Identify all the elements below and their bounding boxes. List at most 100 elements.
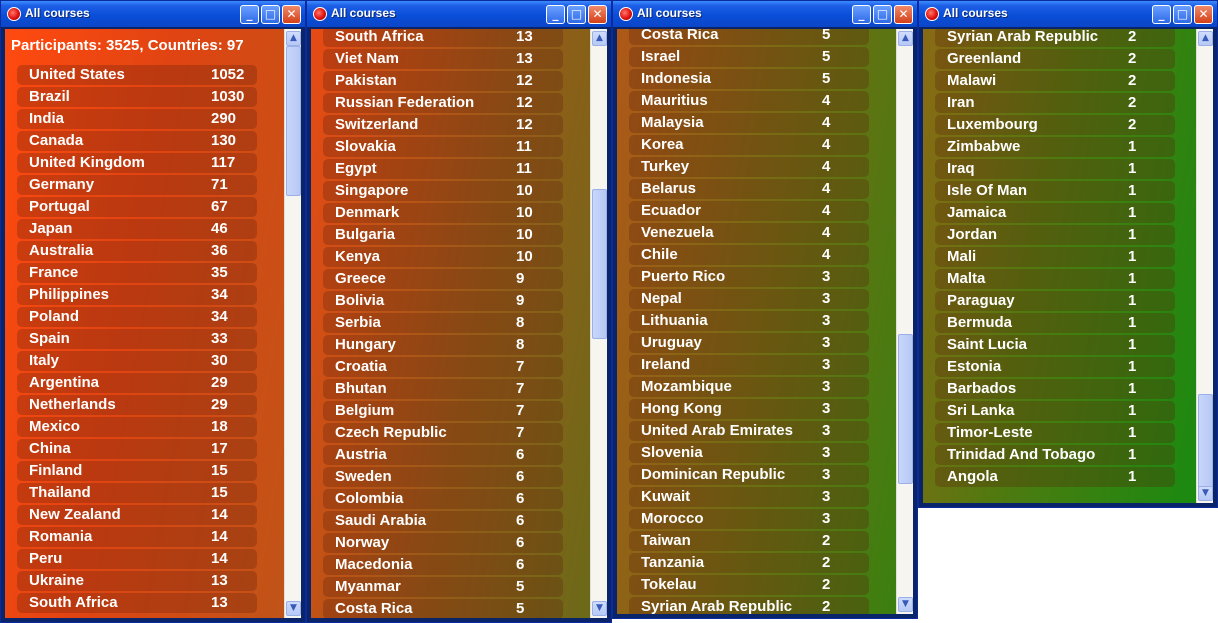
- scroll-up-arrow[interactable]: ▲: [286, 31, 301, 46]
- country-row[interactable]: Belgium 7: [323, 401, 563, 421]
- country-row[interactable]: Sweden 6: [323, 467, 563, 487]
- title-bar[interactable]: All courses _ □ ✕: [1, 1, 305, 27]
- country-row[interactable]: Iraq 1: [935, 159, 1175, 179]
- country-row[interactable]: Switzerland 12: [323, 115, 563, 135]
- country-row[interactable]: Thailand 15: [17, 483, 257, 503]
- country-row[interactable]: Argentina 29: [17, 373, 257, 393]
- country-row[interactable]: Mauritius 4: [629, 91, 869, 111]
- minimize-button[interactable]: _: [852, 5, 871, 24]
- country-row[interactable]: South Africa 13: [323, 29, 563, 47]
- country-row[interactable]: Costa Rica 5: [323, 599, 563, 618]
- country-row[interactable]: Luxembourg 2: [935, 115, 1175, 135]
- scroll-up-arrow[interactable]: ▲: [592, 31, 607, 46]
- country-row[interactable]: Jordan 1: [935, 225, 1175, 245]
- country-row[interactable]: Romania 14: [17, 527, 257, 547]
- country-row[interactable]: Isle Of Man 1: [935, 181, 1175, 201]
- scroll-down-arrow[interactable]: ▼: [286, 601, 301, 616]
- country-row[interactable]: Myanmar 5: [323, 577, 563, 597]
- country-row[interactable]: Mexico 18: [17, 417, 257, 437]
- country-row[interactable]: Tanzania 2: [629, 553, 869, 573]
- country-row[interactable]: Costa Rica 5: [629, 29, 869, 45]
- country-row[interactable]: Mozambique 3: [629, 377, 869, 397]
- country-row[interactable]: Korea 4: [629, 135, 869, 155]
- country-row[interactable]: Malawi 2: [935, 71, 1175, 91]
- country-row[interactable]: Kuwait 3: [629, 487, 869, 507]
- country-row[interactable]: India 290: [17, 109, 257, 129]
- scroll-thumb[interactable]: [1198, 394, 1213, 489]
- country-row[interactable]: Zimbabwe 1: [935, 137, 1175, 157]
- maximize-button[interactable]: □: [261, 5, 280, 24]
- country-row[interactable]: Viet Nam 13: [323, 49, 563, 69]
- maximize-button[interactable]: □: [873, 5, 892, 24]
- country-row[interactable]: United Arab Emirates 3: [629, 421, 869, 441]
- scrollbar[interactable]: ▲ ▼: [284, 29, 301, 618]
- minimize-button[interactable]: _: [240, 5, 259, 24]
- country-row[interactable]: Spain 33: [17, 329, 257, 349]
- country-row[interactable]: Indonesia 5: [629, 69, 869, 89]
- scroll-up-arrow[interactable]: ▲: [898, 31, 913, 46]
- country-row[interactable]: Syrian Arab Republic 2: [629, 597, 869, 614]
- country-row[interactable]: Venezuela 4: [629, 223, 869, 243]
- country-row[interactable]: Uruguay 3: [629, 333, 869, 353]
- country-row[interactable]: Barbados 1: [935, 379, 1175, 399]
- scroll-thumb[interactable]: [286, 46, 301, 196]
- country-row[interactable]: Bermuda 1: [935, 313, 1175, 333]
- country-row[interactable]: Bulgaria 10: [323, 225, 563, 245]
- country-row[interactable]: France 35: [17, 263, 257, 283]
- country-row[interactable]: Timor-Leste 1: [935, 423, 1175, 443]
- country-row[interactable]: Hong Kong 3: [629, 399, 869, 419]
- scroll-down-arrow[interactable]: ▼: [1198, 486, 1213, 501]
- country-row[interactable]: Chile 4: [629, 245, 869, 265]
- country-row[interactable]: Colombia 6: [323, 489, 563, 509]
- country-row[interactable]: Germany 71: [17, 175, 257, 195]
- country-row[interactable]: Turkey 4: [629, 157, 869, 177]
- country-row[interactable]: Tokelau 2: [629, 575, 869, 595]
- country-row[interactable]: Japan 46: [17, 219, 257, 239]
- country-row[interactable]: New Zealand 14: [17, 505, 257, 525]
- country-row[interactable]: Lithuania 3: [629, 311, 869, 331]
- country-row[interactable]: United States 1052: [17, 65, 257, 85]
- country-row[interactable]: Czech Republic 7: [323, 423, 563, 443]
- country-row[interactable]: Croatia 7: [323, 357, 563, 377]
- country-row[interactable]: Angola 1: [935, 467, 1175, 487]
- country-row[interactable]: Ukraine 13: [17, 571, 257, 591]
- title-bar[interactable]: All courses _ □ ✕: [919, 1, 1217, 27]
- scroll-thumb[interactable]: [898, 334, 913, 484]
- country-row[interactable]: Sri Lanka 1: [935, 401, 1175, 421]
- country-row[interactable]: Malaysia 4: [629, 113, 869, 133]
- country-row[interactable]: Taiwan 2: [629, 531, 869, 551]
- country-row[interactable]: Slovenia 3: [629, 443, 869, 463]
- close-button[interactable]: ✕: [588, 5, 607, 24]
- country-row[interactable]: Trinidad And Tobago 1: [935, 445, 1175, 465]
- country-row[interactable]: Australia 36: [17, 241, 257, 261]
- country-row[interactable]: Kenya 10: [323, 247, 563, 267]
- maximize-button[interactable]: □: [567, 5, 586, 24]
- country-row[interactable]: South Africa 13: [17, 593, 257, 613]
- country-row[interactable]: Egypt 11: [323, 159, 563, 179]
- country-row[interactable]: Finland 15: [17, 461, 257, 481]
- country-row[interactable]: Israel 5: [629, 47, 869, 67]
- country-row[interactable]: Paraguay 1: [935, 291, 1175, 311]
- country-row[interactable]: Puerto Rico 3: [629, 267, 869, 287]
- country-row[interactable]: Saudi Arabia 6: [323, 511, 563, 531]
- country-row[interactable]: Malta 1: [935, 269, 1175, 289]
- country-row[interactable]: Russian Federation 12: [323, 93, 563, 113]
- country-row[interactable]: Austria 6: [323, 445, 563, 465]
- country-row[interactable]: Mali 1: [935, 247, 1175, 267]
- country-row[interactable]: Slovakia 11: [323, 137, 563, 157]
- country-row[interactable]: Bolivia 9: [323, 291, 563, 311]
- scrollbar[interactable]: ▲ ▼: [1196, 29, 1213, 503]
- country-row[interactable]: Ireland 3: [629, 355, 869, 375]
- country-row[interactable]: Philippines 34: [17, 285, 257, 305]
- country-row[interactable]: Denmark 10: [323, 203, 563, 223]
- country-row[interactable]: China 17: [17, 439, 257, 459]
- country-row[interactable]: Syrian Arab Republic 2: [935, 29, 1175, 47]
- country-row[interactable]: Pakistan 12: [323, 71, 563, 91]
- country-row[interactable]: United Kingdom 117: [17, 153, 257, 173]
- country-row[interactable]: Estonia 1: [935, 357, 1175, 377]
- minimize-button[interactable]: _: [546, 5, 565, 24]
- country-row[interactable]: Hungary 8: [323, 335, 563, 355]
- maximize-button[interactable]: □: [1173, 5, 1192, 24]
- country-row[interactable]: Ecuador 4: [629, 201, 869, 221]
- country-row[interactable]: Brazil 1030: [17, 87, 257, 107]
